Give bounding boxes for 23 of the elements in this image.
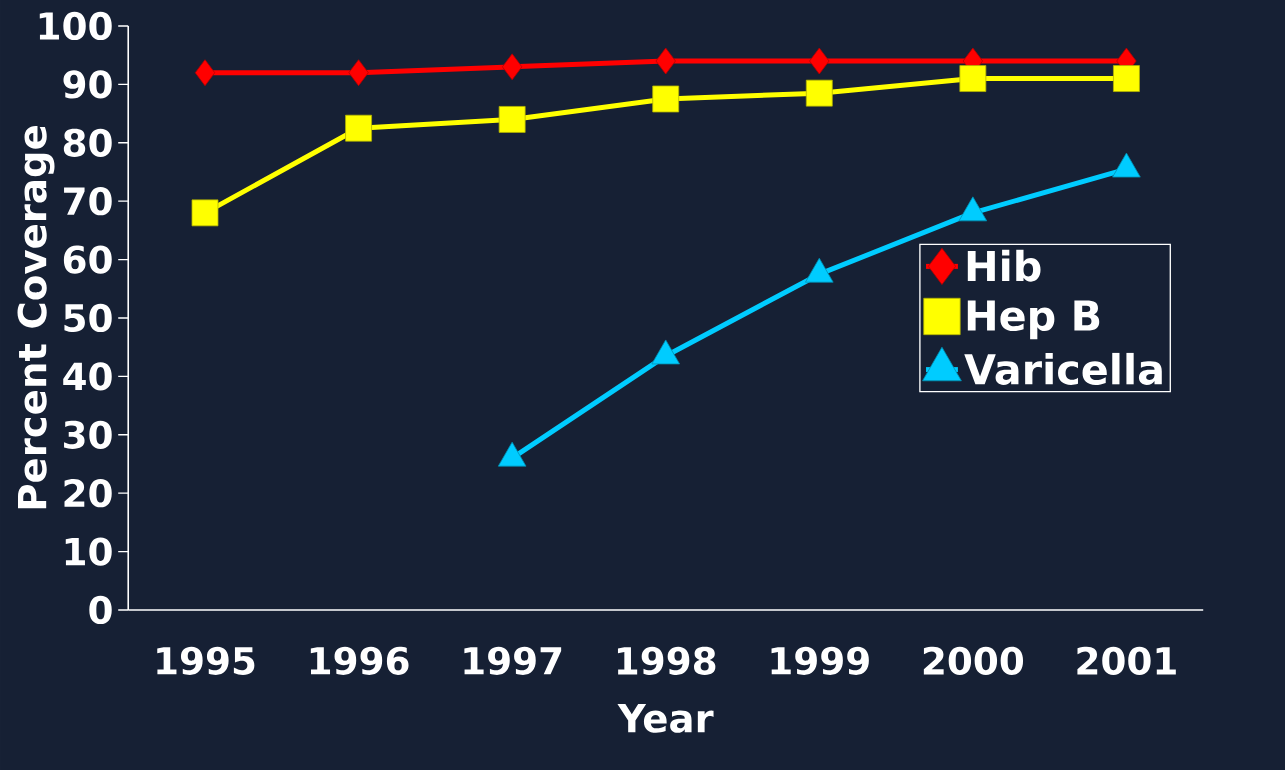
legend-label: Hib [967, 249, 1041, 282]
x-axis-title: Year [617, 704, 714, 733]
y-tick-label: 90 [63, 70, 112, 99]
y-tick-label: 30 [64, 420, 112, 449]
x-tick-label: 2000 [923, 646, 1024, 675]
legend-label: Hep B [967, 300, 1100, 340]
y-tick-label: 20 [64, 479, 112, 508]
x-tick-label: 1996 [310, 646, 409, 675]
x-tick-label: 1999 [771, 646, 869, 675]
y-tick-label: 10 [65, 537, 112, 566]
y-tick-label: 50 [64, 303, 112, 333]
y-tick-label: 60 [63, 245, 112, 274]
x-tick-label: 1995 [157, 646, 255, 675]
y-tick-label: 80 [63, 128, 112, 157]
y-tick-label: 40 [63, 362, 112, 391]
x-tick-label: 2001 [1077, 646, 1176, 675]
x-tick-label: 1998 [617, 646, 716, 675]
y-tick-label: 100 [39, 11, 112, 41]
y-axis-title: Percent Coverage [17, 126, 55, 509]
legend-label: Varicella [964, 352, 1162, 385]
y-tick-label: 70 [64, 187, 112, 216]
x-tick-label: 1997 [464, 646, 562, 675]
y-tick-label: 0 [89, 595, 112, 625]
